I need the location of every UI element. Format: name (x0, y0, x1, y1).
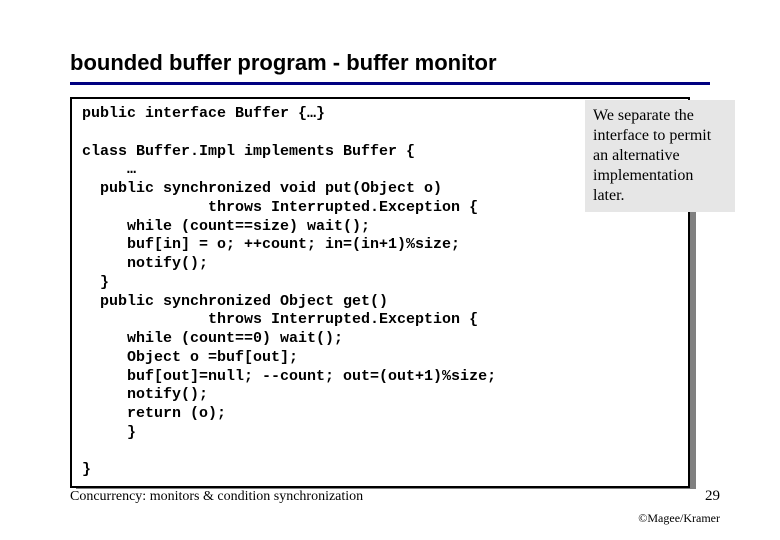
title-underline (70, 82, 710, 85)
page-number: 29 (705, 488, 720, 505)
annotation-note: We separate the interface to permit an a… (585, 100, 735, 212)
copyright-credit: ©Magee/Kramer (638, 511, 720, 526)
footer-topic: Concurrency: monitors & condition synchr… (70, 489, 363, 505)
slide-title: bounded buffer program - buffer monitor (70, 50, 720, 76)
